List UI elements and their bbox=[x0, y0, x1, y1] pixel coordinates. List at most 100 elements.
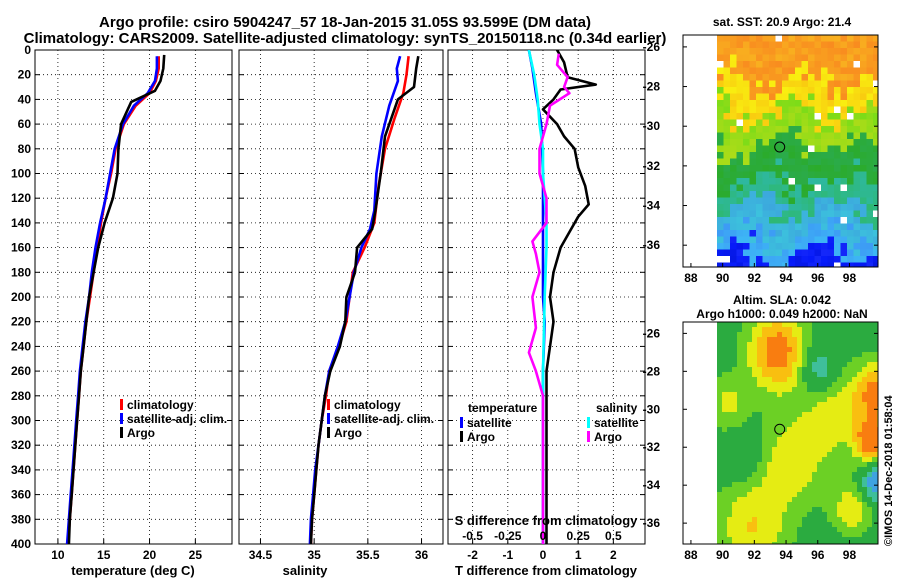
sla-cell bbox=[802, 532, 808, 538]
sst-cell bbox=[782, 35, 789, 42]
sst-cell bbox=[769, 41, 776, 49]
sla-cell bbox=[717, 492, 723, 498]
sst-cell bbox=[717, 217, 724, 224]
sst-cell bbox=[782, 243, 789, 250]
sla-cell bbox=[742, 452, 748, 458]
sla-cell bbox=[762, 387, 768, 393]
sst-cell bbox=[808, 106, 815, 114]
sst-cell bbox=[730, 197, 737, 205]
sst-cell bbox=[736, 41, 744, 49]
sla-cell bbox=[727, 322, 733, 328]
sla-cell bbox=[752, 367, 758, 373]
sla-cell bbox=[757, 407, 763, 413]
sla-cell bbox=[857, 422, 863, 428]
sla-cell bbox=[832, 412, 838, 418]
sst-cell bbox=[762, 171, 770, 179]
sst-cell bbox=[853, 184, 861, 192]
sla-cell bbox=[747, 357, 753, 363]
sst-cell bbox=[866, 54, 874, 62]
sst-cell bbox=[827, 158, 835, 166]
sst-cell bbox=[808, 93, 815, 101]
series-argo bbox=[67, 54, 166, 544]
sst-cell bbox=[788, 158, 796, 166]
sst-cell bbox=[788, 119, 796, 127]
sla-cell bbox=[722, 392, 728, 398]
sst-cell bbox=[860, 132, 867, 140]
sla-cell bbox=[717, 522, 723, 528]
sst-cell bbox=[782, 61, 789, 68]
sst-cell bbox=[808, 35, 815, 42]
sla-cell bbox=[842, 482, 848, 488]
sst-cell bbox=[866, 41, 874, 49]
sst-cell bbox=[717, 54, 724, 62]
sst-cell bbox=[853, 100, 861, 107]
sla-cell bbox=[852, 432, 858, 438]
sla-cell bbox=[827, 327, 833, 333]
sst-cell bbox=[834, 262, 841, 268]
sst-cell bbox=[717, 119, 724, 127]
sst-cell bbox=[808, 67, 815, 75]
sst-cell bbox=[821, 74, 828, 81]
legend-label: climatology bbox=[334, 398, 401, 412]
sla-cell bbox=[807, 417, 813, 423]
sla-cell bbox=[842, 442, 848, 448]
sla-cell bbox=[862, 387, 868, 393]
sst-cell bbox=[821, 256, 828, 263]
sst-cell bbox=[723, 126, 731, 133]
sst-cell bbox=[756, 178, 763, 185]
sst-cell bbox=[717, 171, 724, 179]
sla-cell bbox=[732, 377, 738, 383]
sst-cell bbox=[866, 256, 874, 263]
sst-cell bbox=[840, 113, 848, 120]
sla-cell bbox=[872, 367, 878, 373]
sst-cell bbox=[743, 35, 750, 42]
sla-cell bbox=[827, 537, 833, 543]
sst-cell bbox=[873, 132, 879, 140]
sst-cell bbox=[827, 171, 835, 179]
map-y-tick--26: -26 bbox=[643, 326, 661, 340]
sla-cell bbox=[797, 357, 803, 363]
sst-cell bbox=[821, 35, 828, 42]
sla-cell bbox=[847, 357, 853, 363]
sla-cell bbox=[852, 477, 858, 483]
sst-cell bbox=[860, 113, 867, 120]
sst-cell bbox=[801, 158, 809, 166]
sla-cell bbox=[857, 507, 863, 513]
sla-cell bbox=[792, 497, 798, 503]
sla-cell bbox=[827, 387, 833, 393]
sla-cell bbox=[757, 427, 763, 433]
sla-cell bbox=[782, 337, 788, 343]
sla-cell bbox=[767, 472, 773, 478]
sla-cell bbox=[797, 482, 803, 488]
sla-cell bbox=[757, 482, 763, 488]
sla-cell bbox=[772, 367, 778, 373]
sla-cell bbox=[777, 527, 783, 533]
x-tick--2: -2 bbox=[467, 548, 478, 562]
sst-cell bbox=[723, 41, 731, 49]
sla-cell bbox=[872, 372, 878, 378]
sla-cell bbox=[802, 402, 808, 408]
sla-cell bbox=[772, 342, 778, 348]
sla-cell bbox=[837, 472, 843, 478]
sla-cell bbox=[807, 477, 813, 483]
sst-cell bbox=[762, 256, 770, 263]
sla-cell bbox=[752, 487, 758, 493]
sst-cell bbox=[749, 223, 757, 231]
sla-cell bbox=[777, 537, 783, 543]
sla-cell bbox=[817, 387, 823, 393]
sla-cell bbox=[757, 537, 763, 543]
sla-cell bbox=[772, 397, 778, 403]
sst-cell bbox=[749, 35, 757, 42]
sst-cell bbox=[723, 230, 731, 237]
sla-cell bbox=[847, 377, 853, 383]
sla-cell bbox=[717, 347, 723, 353]
sla-cell bbox=[872, 477, 878, 483]
sst-cell bbox=[860, 204, 867, 211]
sla-cell bbox=[762, 437, 768, 443]
sst-cell bbox=[808, 184, 815, 192]
sla-cell bbox=[797, 382, 803, 388]
sst-cell bbox=[769, 230, 776, 237]
sst-cell bbox=[827, 256, 835, 263]
sst-cell bbox=[769, 158, 776, 166]
sst-cell bbox=[769, 178, 776, 185]
